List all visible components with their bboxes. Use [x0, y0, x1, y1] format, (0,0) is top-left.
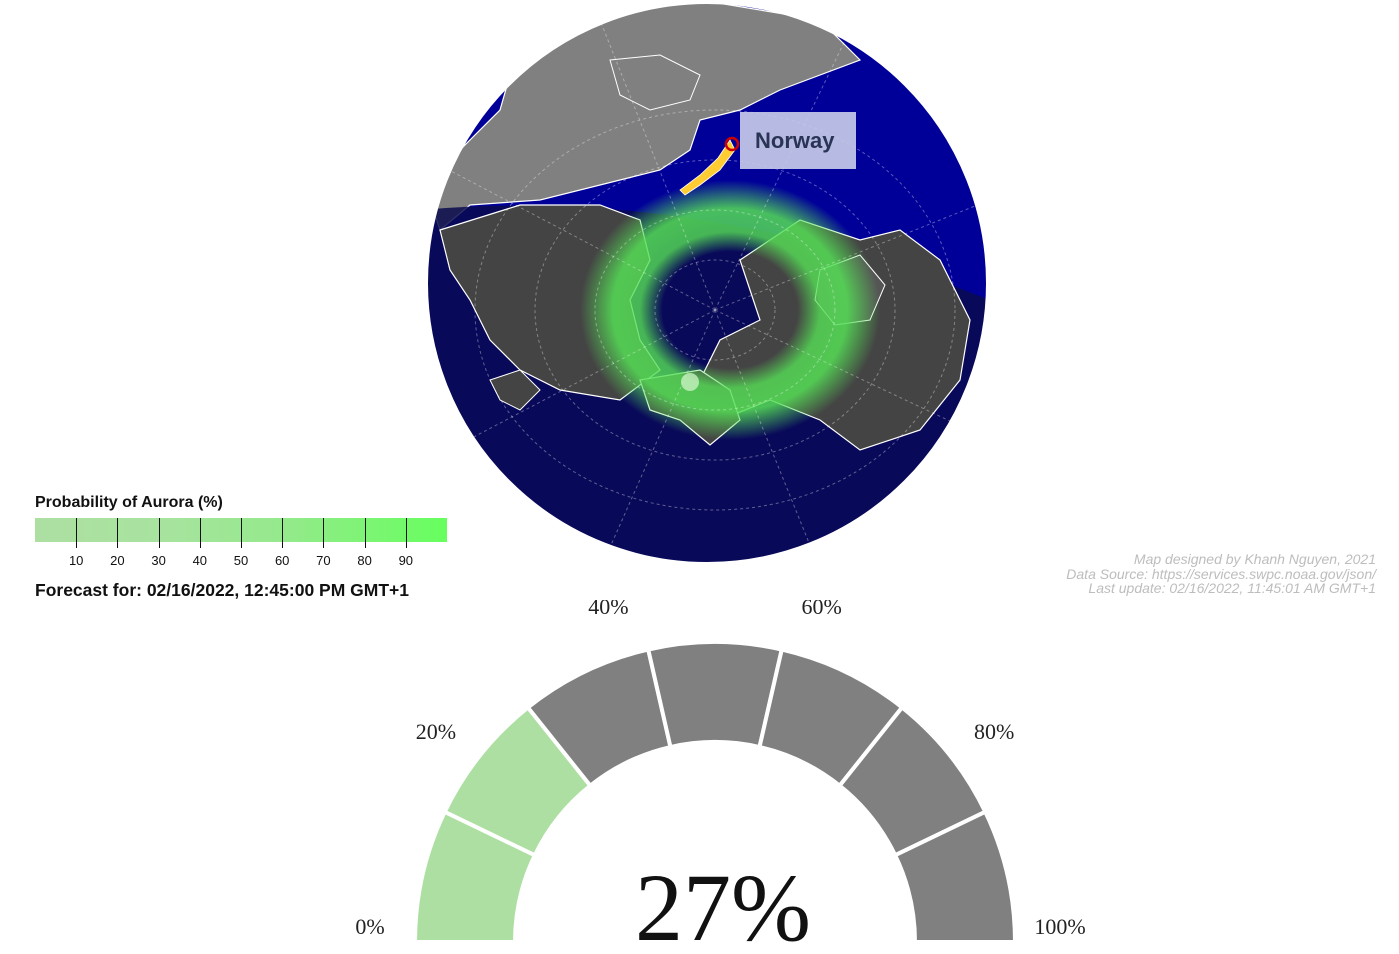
legend-tick-label: 40 [192, 553, 208, 568]
gauge-tick-label: 100% [1034, 914, 1085, 939]
gauge-tick-label: 80% [974, 719, 1014, 744]
legend-tick-label: 70 [316, 553, 331, 568]
legend-tick-mark [282, 518, 284, 548]
legend-tick-label: 90 [398, 553, 414, 568]
land-eurasia-day-2 [609, 54, 701, 111]
legend-tick-label: 30 [151, 553, 166, 568]
gauge-tick-label: 60% [801, 600, 841, 619]
legend-tick-mark [241, 518, 242, 548]
location-label-box [740, 112, 856, 169]
legend-tick-mark [76, 518, 78, 548]
gauge-segment [892, 809, 1018, 944]
legend-tick-label: 80 [357, 553, 372, 568]
aurora-globe-map[interactable]: Norway [0, 0, 1399, 600]
graticule [429, 19, 987, 563]
gauge-tick-label: 0% [355, 914, 384, 939]
legend-tick-mark [364, 518, 366, 548]
legend-tick-label: 60 [274, 553, 290, 568]
land-japan [489, 369, 541, 411]
legend-tick-mark [199, 518, 201, 548]
gauge-tick-label: 20% [416, 719, 456, 744]
legend-tick-label: 20 [110, 553, 125, 568]
location-dot[interactable] [681, 373, 699, 391]
globe-outline [426, 2, 988, 564]
location-label: Norway [755, 128, 835, 153]
norway-highlight [679, 139, 736, 196]
gauge-segments [412, 640, 1018, 944]
credits-designer: Map designed by Khanh Nguyen, 2021 [1133, 551, 1376, 567]
credits-data-source: Data Source: https://services.swpc.noaa.… [1066, 565, 1376, 582]
gauge-tick-label: 40% [588, 600, 628, 619]
gauge-tick-labels: 0% 20% 40% 60% 80% 100% [355, 600, 1085, 939]
map-credits: Map designed by Khanh Nguyen, 2021 Data … [1066, 552, 1376, 596]
legend-tick-mark [323, 518, 325, 548]
credits-last-update: Last update: 02/16/2022, 11:45:01 AM GMT… [1088, 580, 1376, 596]
legend-tick-mark [405, 518, 407, 548]
legend-tick-label: 50 [233, 553, 249, 568]
legend-tick-mark [117, 518, 119, 548]
forecast-time: Forecast for: 02/16/2022, 12:45:00 PM GM… [35, 580, 409, 600]
gauge-value: 27% [635, 854, 811, 954]
legend-tick-label: 10 [68, 553, 84, 568]
aurora-oval [580, 180, 880, 440]
legend-tick-mark [158, 518, 160, 548]
aurora-probability-gauge: 0% 20% 40% 60% 80% 100% 27% [355, 600, 1085, 954]
location-marker[interactable] [724, 136, 740, 152]
legend-title: Probability of Aurora (%) [35, 494, 223, 511]
